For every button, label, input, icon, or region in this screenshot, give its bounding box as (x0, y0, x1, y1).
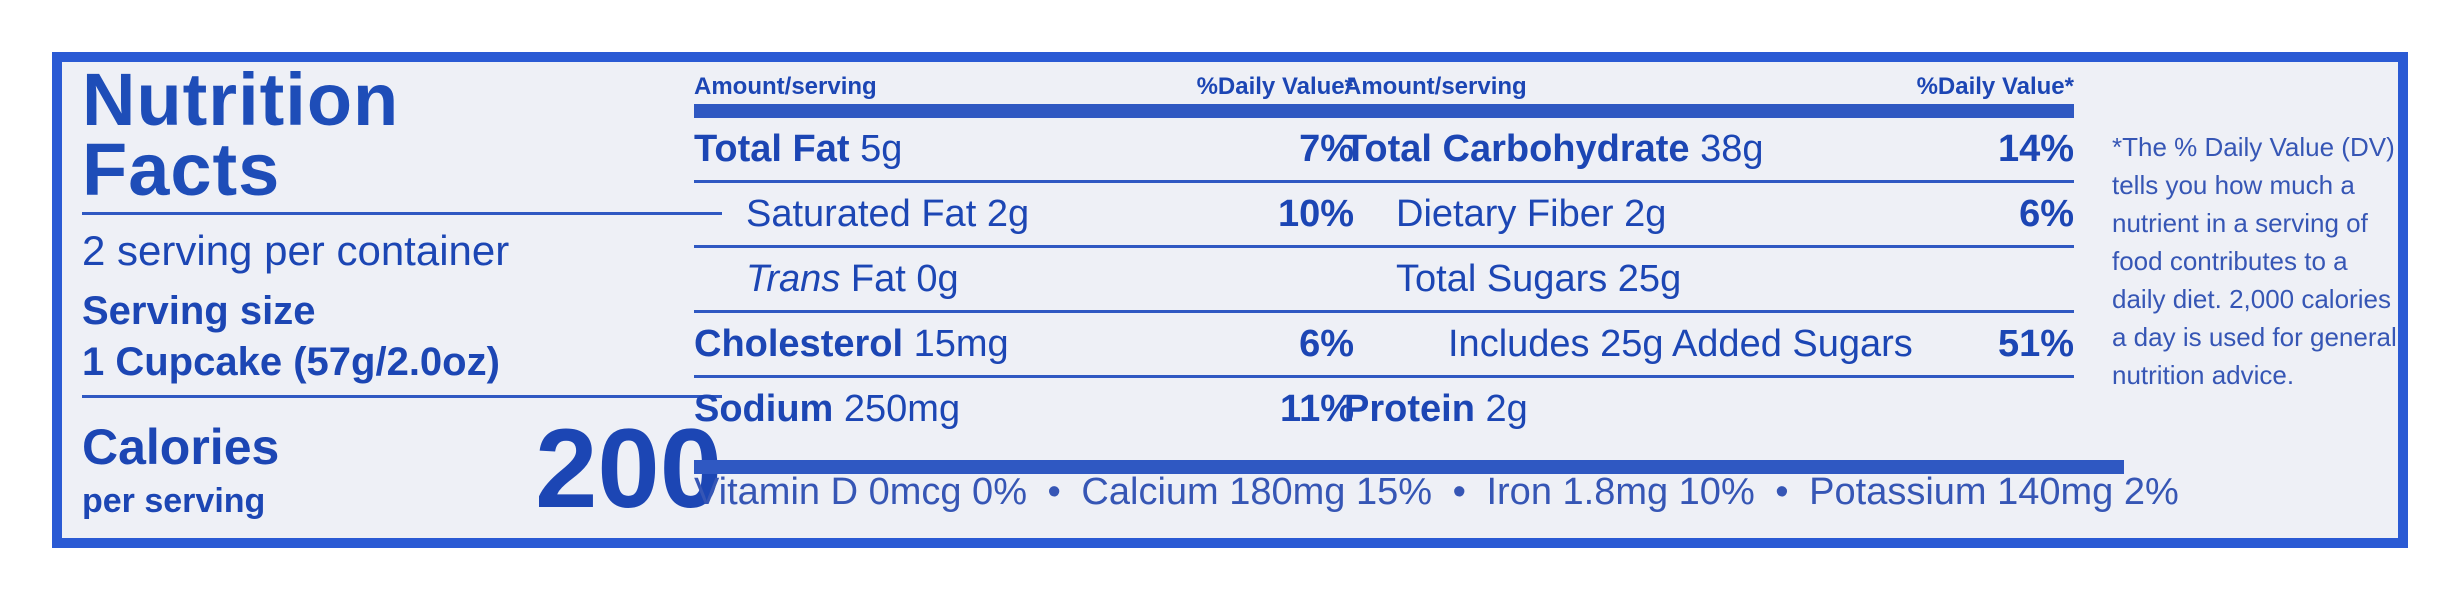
nutrient-name: Dietary Fiber (1396, 192, 1614, 235)
left-column: Nutrition Facts 2 serving per container … (82, 62, 722, 538)
middle-column: Amount/serving %Daily Value* Total Fat 5… (694, 62, 1354, 440)
nutrient-name: Protein (1344, 387, 1475, 430)
nutrient-amount: 0g (916, 257, 959, 300)
column-header: Amount/serving %Daily Value* (1344, 70, 2074, 104)
nutrient-row: Cholesterol 15mg 6% (694, 313, 1354, 378)
thick-rule-vitamins (694, 460, 2124, 474)
nutrient-name: Sodium (694, 387, 834, 430)
nutrient-dv: 6% (1299, 322, 1354, 365)
right-column: Amount/serving %Daily Value* Total Carbo… (1344, 62, 2130, 440)
vitamin-item: Potassium 140mg 2% (1809, 471, 2179, 513)
calories-label: Calories (82, 419, 280, 475)
nutrient-row: Total Fat 5g 7% (694, 118, 1354, 183)
vitamin-item: Calcium 180mg 15% (1081, 471, 1433, 513)
footnote: *The % Daily Value (DV) tells you how mu… (2112, 132, 2397, 390)
nutrient-row: Trans Fat 0g (694, 248, 1354, 313)
vitamins-row: Vitamin D 0mcg 0% • Calcium 180mg 15% • … (694, 464, 2179, 520)
nutrient-amount: 25g (1617, 257, 1682, 300)
nutrient-row: Total Carbohydrate 38g 14% (1344, 118, 2074, 183)
nutrient-amount: 38g (1700, 127, 1764, 170)
thick-rule (1344, 104, 2074, 118)
header-dv: %Daily Value* (1916, 73, 2074, 100)
header-amount: Amount/serving (694, 73, 877, 100)
nutrient-row: Protein 2g (1344, 378, 2074, 440)
nutrient-name: Cholesterol (694, 322, 904, 365)
nutrient-dv: 7% (1299, 127, 1354, 170)
nutrient-name-rest: Fat (850, 257, 906, 300)
calories-row: Calories per serving 200 (82, 406, 722, 538)
nutrient-amount: 15mg (913, 322, 1009, 365)
header-amount: Amount/serving (1344, 73, 1527, 100)
separator: • (1047, 471, 1061, 513)
calories-sub: per serving (82, 482, 266, 520)
nutrient-row: Dietary Fiber 2g 6% (1344, 183, 2074, 248)
header-dv: %Daily Value* (1196, 73, 1354, 100)
nutrient-amount: 2g (1624, 192, 1667, 235)
nutrient-row: Sodium 250mg 11% (694, 378, 1354, 440)
nutrient-row: Total Sugars 25g (1344, 248, 2074, 313)
divider (82, 395, 722, 398)
nutrient-name: Total Fat (694, 127, 850, 170)
nutrient-name: Total Carbohydrate (1344, 127, 1690, 170)
serving-size-value: 1 Cupcake (57g/2.0oz) (82, 340, 500, 384)
nutrient-name: Includes 25g Added Sugars (1448, 322, 1913, 365)
divider (82, 212, 722, 215)
calories-value: 200 (535, 406, 722, 531)
nutrient-row: Includes 25g Added Sugars 51% (1344, 313, 2074, 378)
nutrient-dv: 11% (1280, 387, 1354, 430)
nutrient-dv: 51% (1997, 322, 2074, 365)
nutrient-amount: 250mg (843, 387, 961, 430)
nutrient-dv: 10% (1277, 192, 1354, 235)
nutrient-list: Total Carbohydrate 38g 14% Dietary Fiber… (1344, 118, 2074, 440)
nutrient-dv: 14% (1997, 127, 2074, 170)
nutrient-amount: 5g (860, 127, 903, 170)
nutrient-row: Saturated Fat 2g 10% (694, 183, 1354, 248)
servings-per-container: 2 serving per container (82, 227, 510, 274)
column-header: Amount/serving %Daily Value* (694, 70, 1354, 104)
nutrient-name: Trans (746, 257, 841, 300)
thick-rule (694, 104, 1354, 118)
title-line-2: Facts (82, 128, 281, 211)
title-line-1: Nutrition (82, 58, 400, 141)
separator: • (1452, 471, 1466, 513)
nutrient-name: Total Sugars (1396, 257, 1608, 300)
serving-size-label: Serving size (82, 289, 316, 333)
vitamin-item: Iron 1.8mg 10% (1486, 471, 1755, 513)
nutrient-amount: 2g (986, 192, 1030, 235)
nutrient-name: Saturated Fat (746, 192, 977, 235)
nutrient-dv: 6% (2019, 192, 2074, 235)
vitamin-item: Vitamin D 0mcg 0% (694, 471, 1027, 513)
nutrition-label: Nutrition Facts 2 serving per container … (52, 52, 2408, 548)
separator: • (1775, 471, 1789, 513)
nutrient-amount: 2g (1485, 387, 1528, 430)
